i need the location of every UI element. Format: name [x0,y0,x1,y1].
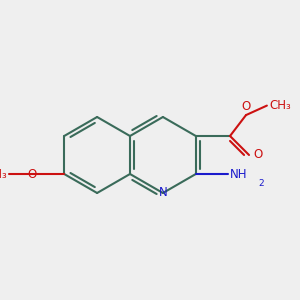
Text: CH₃: CH₃ [0,167,7,181]
Text: O: O [242,100,250,113]
Text: 2: 2 [258,179,264,188]
Text: NH: NH [230,167,247,181]
Text: O: O [27,167,37,181]
Text: N: N [158,187,167,200]
Text: CH₃: CH₃ [269,99,291,112]
Text: O: O [253,148,262,161]
